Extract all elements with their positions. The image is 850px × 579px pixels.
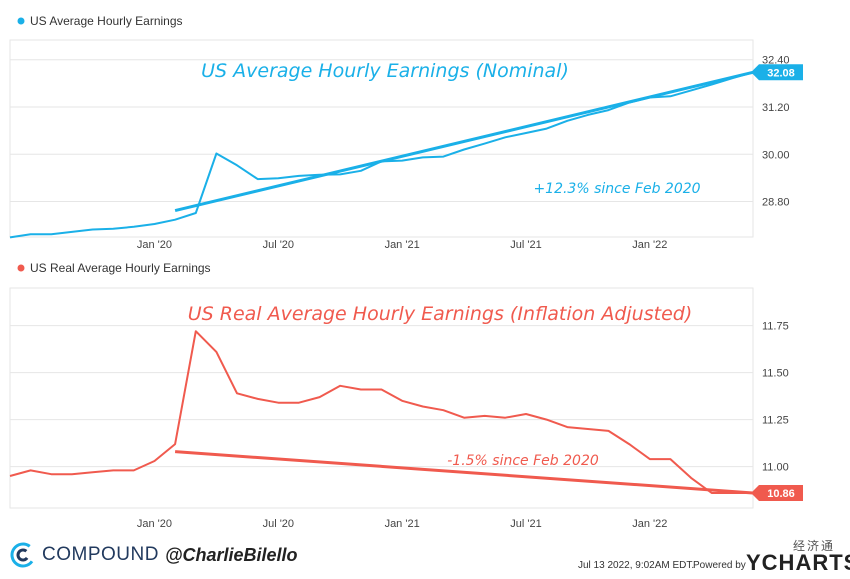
series-line — [9, 330, 753, 494]
plot-frame — [9, 287, 754, 509]
x-tick-label: Jan '22 — [632, 518, 667, 530]
y-tick-label: 31.20 — [762, 102, 790, 114]
powered-by-label: Powered by — [693, 560, 746, 571]
x-tick-label: Jan '20 — [137, 239, 172, 251]
x-tick-label: Jan '20 — [137, 518, 172, 530]
legend-real: US Real Average Hourly Earnings — [30, 261, 211, 275]
compound-logo-icon — [10, 542, 36, 568]
series-line — [9, 71, 754, 239]
watermark: 经济通 — [793, 539, 836, 553]
chart-annotation: -1.5% since Feb 2020 — [447, 453, 599, 469]
x-tick-label: Jan '21 — [385, 518, 420, 530]
legend-marker-nominal — [17, 17, 25, 25]
compound-logo: COMPOUND @CharlieBilello — [10, 542, 298, 568]
last-value-label: 32.08 — [767, 67, 795, 79]
legend-marker-real — [17, 264, 25, 272]
y-tick-label: 30.00 — [762, 149, 790, 161]
trend-line — [174, 450, 754, 495]
chart-canvas: US Average Hourly Earnings 28.80 30.00 31.… — [9, 14, 803, 530]
footer: COMPOUND @CharlieBilello 经济通 Jul 13 2022… — [0, 536, 850, 579]
twitter-handle: @CharlieBilello — [164, 544, 298, 565]
chart-title: US Average Hourly Earnings (Nominal) — [201, 60, 569, 82]
plot-frame — [9, 39, 754, 238]
chart-title: US Real Average Hourly Earnings (Inflati… — [188, 303, 692, 325]
last-value-badge — [751, 64, 803, 81]
x-tick-label: Jul '21 — [510, 239, 541, 251]
chart-annotation: +12.3% since Feb 2020 — [533, 181, 700, 197]
nominal-chart: US Average Hourly Earnings 28.80 30.00 31.… — [9, 14, 803, 251]
x-tick-label: Jan '22 — [632, 239, 667, 251]
y-tick-label: 28.80 — [762, 197, 790, 209]
timestamp: Jul 13 2022, 9:02AM EDT. — [578, 560, 695, 571]
x-tick-label: Jan '21 — [385, 239, 420, 251]
brand-name: COMPOUND — [42, 544, 159, 565]
y-tick-label: 11.25 — [762, 415, 789, 427]
real-chart: US Real Average Hourly Earnings 11.00 11.… — [9, 261, 803, 530]
ycharts-logo: YCHARTS — [746, 550, 850, 575]
last-value-label: 10.86 — [767, 488, 795, 500]
y-tick-label: 32.40 — [762, 55, 790, 67]
x-tick-label: Jul '20 — [263, 239, 294, 251]
trend-line — [174, 70, 754, 213]
y-tick-label: 11.00 — [762, 462, 789, 474]
x-tick-label: Jul '21 — [510, 518, 541, 530]
x-tick-label: Jul '20 — [263, 518, 294, 530]
y-tick-label: 11.50 — [762, 368, 789, 380]
y-tick-label: 11.75 — [762, 321, 789, 333]
legend-nominal: US Average Hourly Earnings — [30, 14, 183, 28]
last-value-badge — [751, 484, 803, 501]
